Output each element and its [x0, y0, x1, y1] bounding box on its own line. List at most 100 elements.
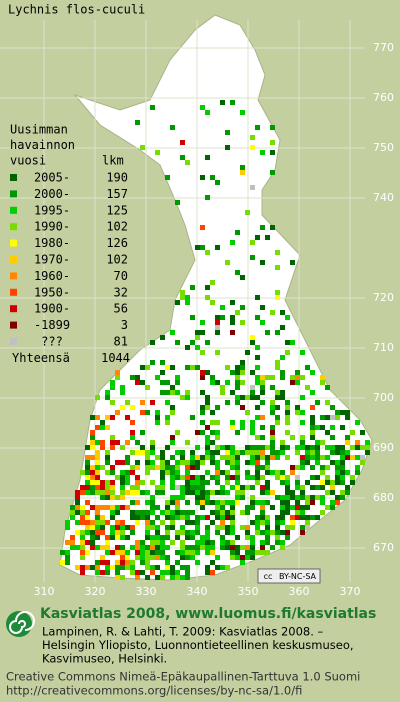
record-square: [250, 390, 255, 395]
record-square: [125, 490, 130, 495]
record-square: [270, 150, 275, 155]
legend-heading: vuosi: [10, 154, 46, 168]
record-square: [340, 450, 345, 455]
record-square: [270, 405, 275, 410]
record-square: [190, 315, 195, 320]
x-tick-label: 370: [340, 585, 361, 598]
record-square: [115, 535, 120, 540]
record-square: [145, 470, 150, 475]
record-square: [100, 515, 105, 520]
record-square: [145, 550, 150, 555]
record-square: [250, 395, 255, 400]
record-square: [250, 535, 255, 540]
record-square: [195, 475, 200, 480]
record-square: [65, 560, 70, 565]
record-square: [80, 490, 85, 495]
record-square: [165, 380, 170, 385]
record-square: [110, 495, 115, 500]
record-square: [85, 530, 90, 535]
record-square: [195, 445, 200, 450]
record-square: [190, 460, 195, 465]
record-square: [95, 415, 100, 420]
record-square: [305, 365, 310, 370]
y-tick-label: 710: [373, 341, 394, 354]
record-square: [115, 375, 120, 380]
record-square: [300, 495, 305, 500]
legend-label: 2000-: [34, 187, 70, 201]
record-square: [185, 555, 190, 560]
record-square: [115, 495, 120, 500]
record-square: [240, 485, 245, 490]
record-square: [215, 450, 220, 455]
record-square: [110, 445, 115, 450]
record-square: [280, 310, 285, 315]
record-square: [105, 450, 110, 455]
record-square: [100, 420, 105, 425]
record-square: [95, 475, 100, 480]
record-square: [135, 540, 140, 545]
record-square: [130, 565, 135, 570]
record-square: [165, 445, 170, 450]
record-square: [150, 570, 155, 575]
record-square: [150, 545, 155, 550]
record-square: [320, 455, 325, 460]
record-square: [150, 400, 155, 405]
record-square: [105, 560, 110, 565]
record-square: [225, 450, 230, 455]
record-square: [315, 445, 320, 450]
record-square: [270, 430, 275, 435]
record-square: [345, 415, 350, 420]
record-square: [155, 505, 160, 510]
record-square: [125, 535, 130, 540]
x-tick-label: 340: [187, 585, 208, 598]
record-square: [185, 530, 190, 535]
record-square: [195, 545, 200, 550]
record-square: [210, 520, 215, 525]
record-square: [355, 440, 360, 445]
record-square: [285, 535, 290, 540]
record-square: [210, 510, 215, 515]
record-square: [255, 475, 260, 480]
logo-spiral: [9, 611, 35, 634]
record-square: [160, 390, 165, 395]
record-square: [300, 505, 305, 510]
record-square: [295, 475, 300, 480]
record-square: [195, 500, 200, 505]
record-square: [170, 510, 175, 515]
record-square: [95, 450, 100, 455]
record-square: [295, 510, 300, 515]
record-square: [195, 245, 200, 250]
record-square: [245, 545, 250, 550]
record-square: [210, 455, 215, 460]
record-square: [335, 415, 340, 420]
record-square: [95, 535, 100, 540]
y-tick-label: 760: [373, 91, 394, 104]
record-square: [285, 455, 290, 460]
record-square: [110, 535, 115, 540]
record-square: [225, 475, 230, 480]
record-square: [145, 565, 150, 570]
record-square: [90, 520, 95, 525]
record-square: [205, 450, 210, 455]
record-square: [95, 395, 100, 400]
record-square: [185, 300, 190, 305]
record-square: [185, 460, 190, 465]
record-square: [145, 520, 150, 525]
record-square: [260, 510, 265, 515]
record-square: [165, 570, 170, 575]
record-square: [230, 420, 235, 425]
record-square: [155, 515, 160, 520]
record-square: [135, 450, 140, 455]
record-square: [325, 505, 330, 510]
record-square: [245, 210, 250, 215]
legend-count: 3: [121, 318, 128, 332]
record-square: [150, 495, 155, 500]
record-square: [195, 330, 200, 335]
record-square: [285, 475, 290, 480]
record-square: [85, 480, 90, 485]
record-square: [205, 495, 210, 500]
record-square: [290, 380, 295, 385]
record-square: [200, 405, 205, 410]
record-square: [300, 350, 305, 355]
